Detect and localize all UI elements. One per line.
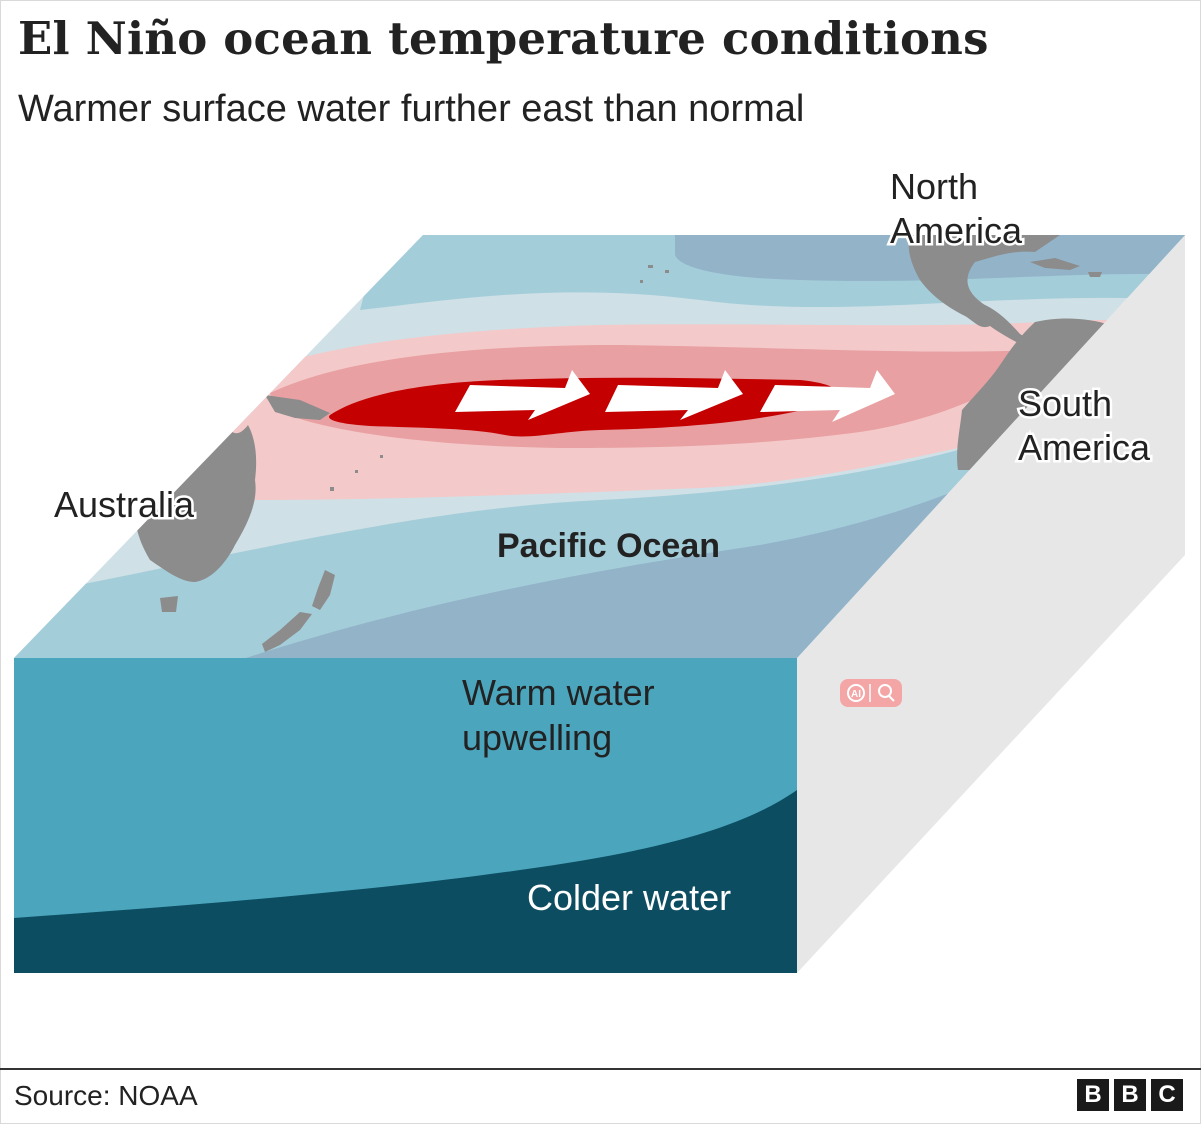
label-north-america-line1: North xyxy=(890,166,978,207)
australia-landmass xyxy=(135,419,257,582)
tasmania-landmass xyxy=(160,596,178,612)
label-australia: Australia xyxy=(54,484,195,525)
south-america-landmass xyxy=(957,318,1110,470)
chart-subtitle: Warmer surface water further east than n… xyxy=(18,88,805,130)
label-north-america-line2: America xyxy=(890,210,1023,251)
wind-arrow-1 xyxy=(455,370,590,420)
label-south-america-line1: South xyxy=(1018,383,1112,424)
block-side-face xyxy=(797,235,1185,973)
chart-title: El Niño ocean temperature conditions xyxy=(18,12,989,65)
north-america-landmass xyxy=(908,235,1060,328)
new-zealand-landmass xyxy=(262,570,335,652)
caribbean-islands xyxy=(1030,258,1102,277)
colder-water-layer xyxy=(14,790,797,973)
label-warm-water-line2: upwelling xyxy=(462,717,612,758)
new-guinea-landmass xyxy=(265,395,330,420)
wind-arrow-2 xyxy=(605,370,743,420)
label-south-america-line2: America xyxy=(1018,427,1151,468)
wind-arrow-3 xyxy=(760,370,895,422)
logo-letter: B xyxy=(1114,1079,1146,1111)
label-colder-water: Colder water xyxy=(527,877,731,918)
search-icon xyxy=(878,684,892,698)
source-note: Source: NOAA xyxy=(14,1080,198,1111)
svg-text:AI: AI xyxy=(851,689,861,700)
logo-letter: B xyxy=(1077,1079,1109,1111)
logo-letter: C xyxy=(1151,1079,1183,1111)
footer-divider xyxy=(0,1068,1201,1070)
label-warm-water-line1: Warm water xyxy=(462,672,655,713)
bbc-logo: B B C xyxy=(1077,1079,1183,1111)
ai-badge[interactable]: AI xyxy=(840,679,902,707)
label-pacific-ocean: Pacific Ocean xyxy=(497,527,720,565)
ai-icon xyxy=(847,684,865,702)
central-america-landmass xyxy=(985,305,1030,346)
ocean-cross-section xyxy=(14,658,797,973)
